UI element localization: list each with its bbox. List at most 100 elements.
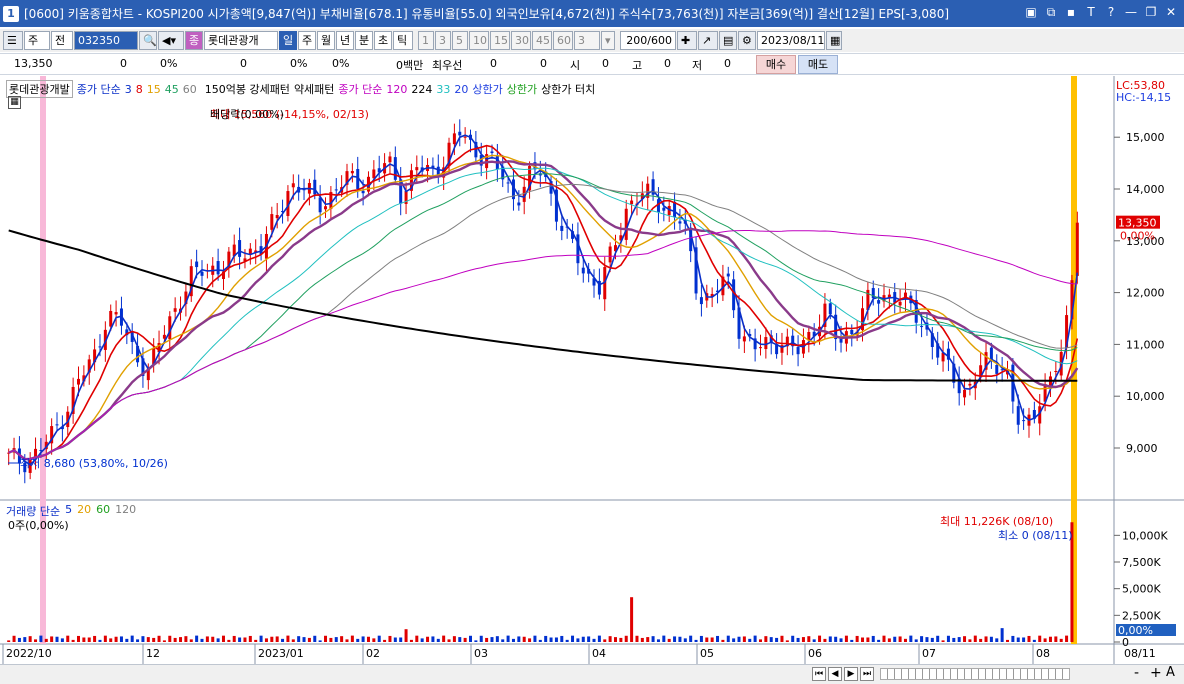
pin-icon[interactable]: ▪ xyxy=(1066,5,1076,19)
minute-combo-arrow-icon[interactable]: ▾ xyxy=(601,31,615,50)
legend-ma-224[interactable]: 224 xyxy=(411,82,433,96)
legend-upper-2[interactable]: 상한가 xyxy=(506,83,538,96)
legend-upper-1[interactable]: 상한가 xyxy=(472,83,503,96)
legend-ma-120[interactable]: 120 xyxy=(386,82,408,96)
candle-body xyxy=(286,191,290,216)
volume-ma-20[interactable]: 20 xyxy=(77,503,92,516)
candle-body xyxy=(98,346,102,348)
minute-60[interactable]: 60 xyxy=(553,31,573,50)
volume-bar xyxy=(1065,635,1069,642)
scroll-next-icon[interactable]: ▶ xyxy=(844,667,858,681)
volume-bar xyxy=(1000,628,1004,642)
close-icon[interactable]: ✕ xyxy=(1165,5,1177,19)
period-day[interactable]: 일 xyxy=(279,31,297,50)
current-price: 13,350 xyxy=(14,57,53,70)
window-icon[interactable]: ▣ xyxy=(1025,5,1037,19)
legend-ma-3[interactable]: 3 xyxy=(124,82,132,96)
legend-ma-8[interactable]: 8 xyxy=(135,82,143,96)
candle-body xyxy=(673,201,677,218)
text-T-icon[interactable]: T xyxy=(1087,5,1095,19)
chart-scrollbar[interactable]: ⏮ ◀ ▶ ⏭ - + A xyxy=(0,664,1184,684)
legend-ma-60[interactable]: 60 xyxy=(182,82,197,96)
settings-icon[interactable]: ⚙ xyxy=(738,31,756,50)
legend-ma-label[interactable]: 종가 단순 xyxy=(76,83,121,96)
volume-ma-120[interactable]: 120 xyxy=(115,503,137,516)
candle-body xyxy=(549,181,553,194)
legend-ma-33[interactable]: 33 xyxy=(436,82,451,96)
minute-3[interactable]: 3 xyxy=(435,31,451,50)
price-tick-label: 9,000 xyxy=(1126,442,1158,455)
count-input[interactable]: 200/600 xyxy=(620,31,676,50)
candle-body xyxy=(506,182,510,184)
volume-bar xyxy=(554,637,558,642)
legend-ma-20[interactable]: 20 xyxy=(454,82,469,96)
buy-button[interactable]: 매수 xyxy=(756,55,796,74)
scroll-first-icon[interactable]: ⏮ xyxy=(812,667,826,681)
scroll-last-icon[interactable]: ⏭ xyxy=(860,667,874,681)
sell-button[interactable]: 매도 xyxy=(798,55,838,74)
candle-body xyxy=(1070,280,1074,320)
highlight-band-current xyxy=(1071,76,1077,644)
volume-bar xyxy=(179,637,183,642)
period-minute[interactable]: 분 xyxy=(355,31,373,50)
legend-ma2-label[interactable]: 종가 단순 xyxy=(338,83,383,96)
market-select[interactable]: 전 xyxy=(51,31,73,50)
scroll-range-slider[interactable] xyxy=(880,668,1070,680)
period-week[interactable]: 주 xyxy=(298,31,316,50)
minute-10[interactable]: 10 xyxy=(469,31,489,50)
chart-menu-icon[interactable]: ☰ xyxy=(3,31,23,50)
volume-bar xyxy=(989,636,993,642)
volume-ma-60[interactable]: 60 xyxy=(96,503,111,516)
auto-scale-button[interactable]: A xyxy=(1166,665,1175,680)
minimize-icon[interactable]: — xyxy=(1125,5,1137,19)
scroll-prev-icon[interactable]: ◀ xyxy=(828,667,842,681)
legend-ma-15[interactable]: 15 xyxy=(146,82,161,96)
calendar-icon[interactable]: ▦ xyxy=(826,31,842,50)
candle-body xyxy=(162,334,166,339)
legend-upper-3[interactable]: 상한가 터치 xyxy=(541,83,596,96)
save-icon[interactable]: ▤ xyxy=(719,31,737,50)
minute-45[interactable]: 45 xyxy=(532,31,552,50)
volume-legend: 거래량 단순 5 20 60 120 xyxy=(6,503,136,519)
price-volume-chart[interactable]: 15,000 14,000 13,000 12,000 11,000 10,000 9,00… xyxy=(0,76,1184,664)
candle-body xyxy=(60,426,64,430)
candle-body xyxy=(791,335,795,347)
volume-legend-label[interactable]: 거래량 단순 xyxy=(6,505,61,518)
stock-tag[interactable]: 종 xyxy=(185,31,203,50)
type-select[interactable]: 주 xyxy=(24,31,50,50)
minute-1[interactable]: 1 xyxy=(418,31,434,50)
zoom-out-button[interactable]: - xyxy=(1134,665,1140,681)
stock-code-input[interactable]: 032350 xyxy=(74,31,138,50)
candle-body xyxy=(275,214,279,219)
minute-5[interactable]: 5 xyxy=(452,31,468,50)
copy-icon[interactable]: ⧉ xyxy=(1046,5,1056,19)
period-tick[interactable]: 틱 xyxy=(393,31,413,50)
crosshair-icon[interactable]: ✚ xyxy=(677,31,697,50)
volume-ma-5[interactable]: 5 xyxy=(65,503,73,516)
minute-15[interactable]: 15 xyxy=(490,31,510,50)
minute-combo[interactable]: 3 xyxy=(574,31,600,50)
candle-body xyxy=(608,246,612,263)
period-month[interactable]: 월 xyxy=(317,31,335,50)
draw-icon[interactable]: ↗ xyxy=(698,31,718,50)
legend-pattern-2[interactable]: 약세패턴 xyxy=(293,83,335,96)
date-input[interactable]: 2023/08/11 xyxy=(757,31,825,50)
period-year[interactable]: 년 xyxy=(336,31,354,50)
legend-pattern-1[interactable]: 150억봉 강세패턴 xyxy=(204,83,290,96)
volume-bar xyxy=(812,639,816,642)
period-second[interactable]: 초 xyxy=(374,31,392,50)
help-icon[interactable]: ? xyxy=(1107,5,1115,19)
chart-area[interactable]: 15,000 14,000 13,000 12,000 11,000 10,000 9,00… xyxy=(0,76,1184,684)
candle-body xyxy=(243,258,247,262)
legend-stock-name[interactable]: 롯데관광개발 xyxy=(6,80,73,98)
sound-icon[interactable]: ◀▾ xyxy=(158,31,184,50)
candle-body xyxy=(28,458,32,473)
restore-icon[interactable]: ❐ xyxy=(1145,5,1157,19)
chart-table-icon[interactable]: ▦ xyxy=(8,96,21,109)
search-icon[interactable]: 🔍 xyxy=(139,31,157,50)
minute-30[interactable]: 30 xyxy=(511,31,531,50)
date-label: 2023/01 xyxy=(258,647,304,660)
legend-ma-45[interactable]: 45 xyxy=(164,82,179,96)
volume-bar xyxy=(973,635,977,642)
zoom-in-button[interactable]: + xyxy=(1150,665,1162,681)
